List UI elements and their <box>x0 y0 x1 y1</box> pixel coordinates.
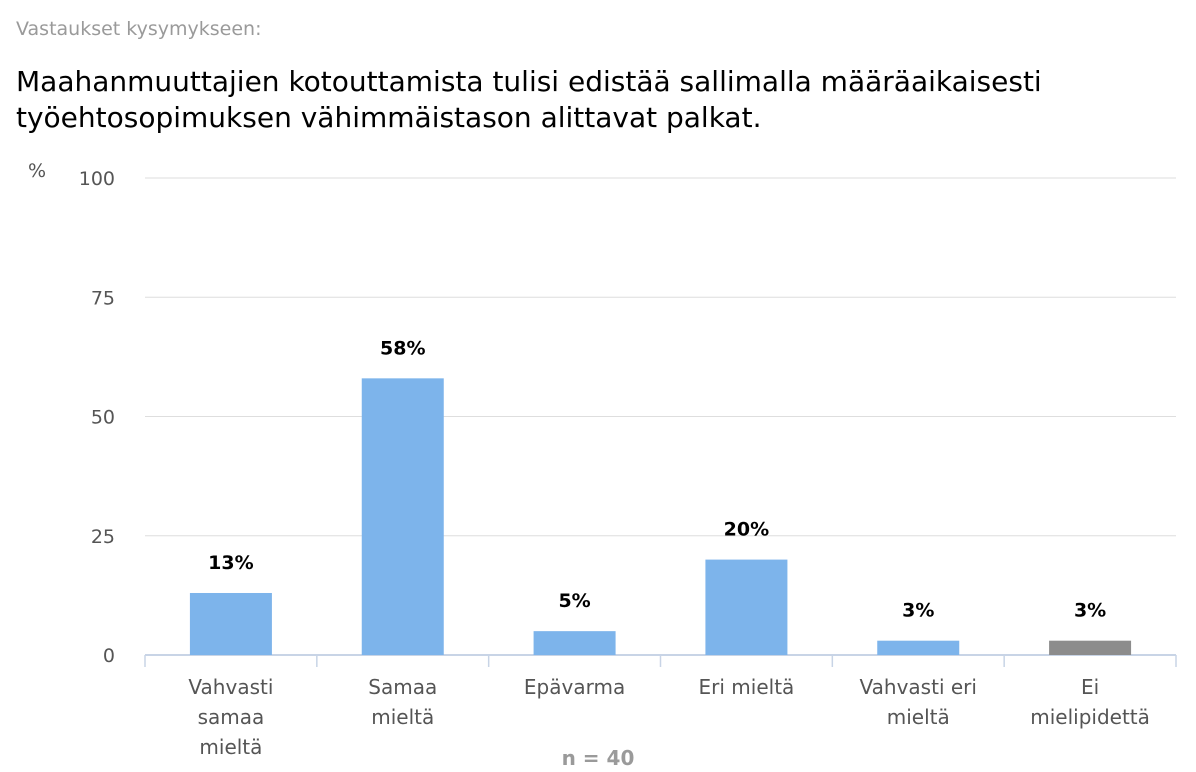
y-axis-unit: % <box>28 160 47 182</box>
y-tick-label: 50 <box>91 407 115 429</box>
x-tick-label: Ei mielipidettä <box>1030 675 1150 729</box>
x-tick-label: Eri mieltä <box>699 675 795 699</box>
x-tick-label-line: samaa <box>198 705 265 729</box>
y-tick-label: 75 <box>91 287 115 309</box>
x-tick-label-line: mielipidettä <box>1030 705 1150 729</box>
x-tick-label: Vahvasti samaa mieltä <box>188 675 273 759</box>
y-tick-label: 100 <box>79 168 115 190</box>
bar <box>361 378 444 655</box>
y-tick-label: 25 <box>91 526 115 548</box>
data-label: 3% <box>1074 600 1106 622</box>
data-label: 58% <box>380 337 425 359</box>
bar <box>1049 640 1132 655</box>
bar <box>189 592 272 655</box>
y-tick-label: 0 <box>103 645 115 667</box>
bar <box>533 631 616 655</box>
x-tick-label-line: Vahvasti eri <box>860 675 977 699</box>
x-tick-label-line: mieltä <box>199 735 262 759</box>
x-tick-label-line: Ei <box>1081 675 1099 699</box>
x-tick-label-line: Samaa <box>368 675 437 699</box>
bar <box>877 640 960 655</box>
data-label: 13% <box>208 552 253 574</box>
question-title: Maahanmuuttajien kotouttamista tulisi ed… <box>16 65 1042 134</box>
x-tick-label-line: mieltä <box>371 705 434 729</box>
x-tick-label: Epävarma <box>524 675 625 699</box>
bar <box>705 559 788 655</box>
data-label: 5% <box>558 590 590 612</box>
data-label: 20% <box>724 519 769 541</box>
x-tick-label: Samaa mieltä <box>368 675 437 729</box>
data-label: 3% <box>902 600 934 622</box>
sample-size-label: n = 40 <box>561 746 635 770</box>
x-tick-label-line: Epävarma <box>524 675 625 699</box>
x-tick-label-line: Vahvasti <box>188 675 273 699</box>
question-label: Vastaukset kysymykseen: <box>16 18 262 40</box>
x-tick-label-line: mieltä <box>887 705 950 729</box>
x-tick-label-line: Eri mieltä <box>699 675 795 699</box>
x-tick-label: Vahvasti eri mieltä <box>860 675 977 729</box>
